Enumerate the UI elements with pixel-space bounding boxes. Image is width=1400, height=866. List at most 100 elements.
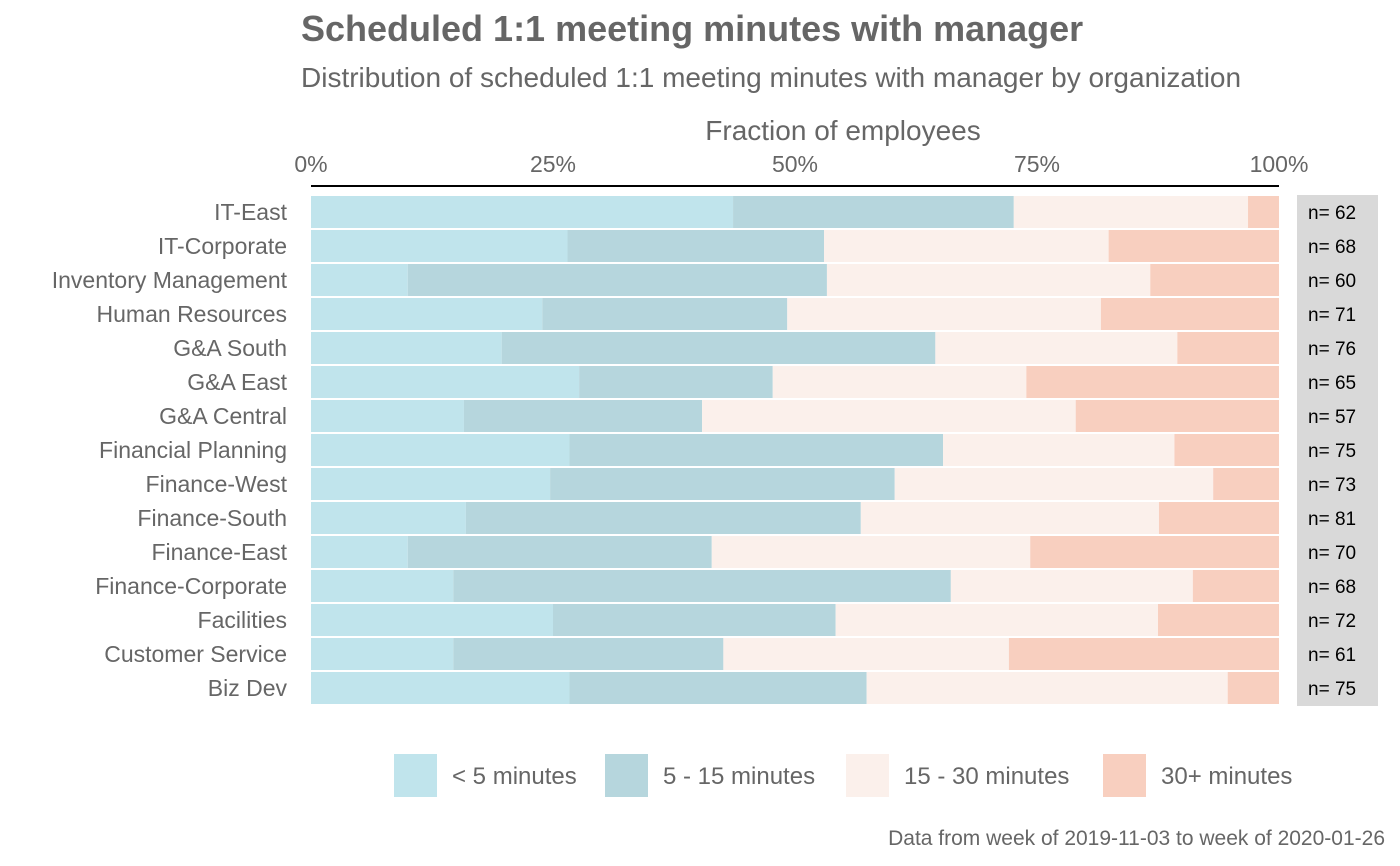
bar-segment: [1248, 196, 1279, 228]
bar-segment: [1174, 434, 1279, 466]
category-label: Biz Dev: [208, 675, 288, 701]
bar-segment: [567, 230, 825, 262]
bar-segment: [311, 332, 502, 364]
chart-subtitle: Distribution of scheduled 1:1 meeting mi…: [301, 62, 1241, 93]
legend-swatch: [846, 754, 889, 797]
category-label: Financial Planning: [99, 437, 287, 463]
n-label: n= 60: [1308, 271, 1356, 292]
category-label: G&A South: [173, 335, 287, 361]
bar-segment: [311, 400, 464, 432]
n-label: n= 75: [1308, 679, 1356, 700]
bar-segment: [1213, 468, 1279, 500]
bar-segment: [1150, 264, 1279, 296]
bar-segment: [311, 298, 543, 330]
bar-segment: [1013, 196, 1249, 228]
bar-segment: [723, 638, 1009, 670]
bar-segment: [311, 366, 580, 398]
category-label: Finance-Corporate: [95, 573, 287, 599]
bar-segment: [711, 536, 1031, 568]
x-tick-label: 75%: [1014, 151, 1060, 177]
bar-segment: [1227, 672, 1279, 704]
n-label: n= 68: [1308, 577, 1356, 598]
bar-segment: [311, 502, 466, 534]
bar-segment: [311, 196, 734, 228]
bar-segment: [569, 672, 867, 704]
n-label: n= 71: [1308, 305, 1356, 326]
category-label: IT-East: [214, 199, 287, 225]
bar-segment: [935, 332, 1178, 364]
bar-segment: [465, 502, 861, 534]
n-labels: n= 62 n= 68 n= 60 n= 71 n= 76 n= 65 n= 57 n= 75…: [1308, 203, 1356, 700]
bar-segment: [311, 264, 408, 296]
bar-segment: [943, 434, 1175, 466]
bar-segment: [860, 502, 1159, 534]
caption: Data from week of 2019-11-03 to week of …: [888, 827, 1385, 850]
n-label: n= 68: [1308, 237, 1356, 258]
bar-segment: [1008, 638, 1279, 670]
n-label: n= 72: [1308, 611, 1356, 632]
bar-segment: [311, 230, 568, 262]
bar-segment: [311, 434, 570, 466]
bar-segment: [702, 400, 1076, 432]
category-label: G&A East: [187, 369, 287, 395]
category-label: IT-Corporate: [158, 233, 287, 259]
bar-segment: [311, 604, 553, 636]
bar-segment: [311, 536, 408, 568]
bar-segment: [407, 264, 827, 296]
bar-segment: [311, 468, 551, 500]
n-label: n= 70: [1308, 543, 1356, 564]
x-axis-title: Fraction of employees: [705, 115, 980, 146]
bar-segment: [1177, 332, 1279, 364]
legend-label: 15 - 30 minutes: [904, 763, 1069, 790]
bar-segment: [579, 366, 773, 398]
bar-segment: [501, 332, 936, 364]
x-tick-label: 0%: [294, 151, 327, 177]
n-label: n= 81: [1308, 509, 1356, 530]
category-label: Finance-East: [151, 539, 287, 565]
x-tick-label: 50%: [772, 151, 818, 177]
n-label: n= 76: [1308, 339, 1356, 360]
bar-segment: [950, 570, 1193, 602]
bar-segment: [1026, 366, 1279, 398]
category-label: Finance-West: [146, 471, 288, 497]
bar-segment: [1158, 502, 1279, 534]
bar-segment: [1075, 400, 1279, 432]
legend-swatch: [1103, 754, 1146, 797]
n-label: n= 62: [1308, 203, 1356, 224]
category-label: Inventory Management: [52, 267, 288, 293]
bar-segment: [453, 570, 951, 602]
category-label: G&A Central: [159, 403, 287, 429]
bar-segment: [542, 298, 788, 330]
bar-segment: [311, 638, 454, 670]
bar-segment: [553, 604, 836, 636]
legend-label: 30+ minutes: [1161, 763, 1292, 790]
bar-segment: [453, 638, 724, 670]
bar-segment: [311, 570, 454, 602]
n-panel: [1297, 195, 1378, 706]
bar-segment: [1192, 570, 1279, 602]
n-label: n= 61: [1308, 645, 1356, 666]
category-labels: IT-East IT-Corporate Inventory Management H…: [52, 199, 288, 701]
bar-segment: [787, 298, 1101, 330]
bar-segment: [866, 672, 1228, 704]
bar-segment: [407, 536, 712, 568]
category-label: Facilities: [198, 607, 287, 633]
bar-segment: [733, 196, 1014, 228]
bar-segment: [311, 672, 570, 704]
bar-segment: [824, 230, 1109, 262]
bar-segment: [894, 468, 1214, 500]
legend-label: 5 - 15 minutes: [663, 763, 815, 790]
category-label: Finance-South: [137, 505, 287, 531]
category-label: Human Resources: [97, 301, 287, 327]
category-label: Customer Service: [104, 641, 287, 667]
bar-segment: [835, 604, 1158, 636]
bar-segment: [1100, 298, 1279, 330]
chart-title: Scheduled 1:1 meeting minutes with manag…: [301, 8, 1083, 49]
bar-segment: [1158, 604, 1279, 636]
x-tick-label: 25%: [530, 151, 576, 177]
bar-segment: [550, 468, 895, 500]
n-label: n= 65: [1308, 373, 1356, 394]
bar-segment: [569, 434, 944, 466]
legend: < 5 minutes 5 - 15 minutes 15 - 30 minutes…: [394, 754, 1292, 797]
